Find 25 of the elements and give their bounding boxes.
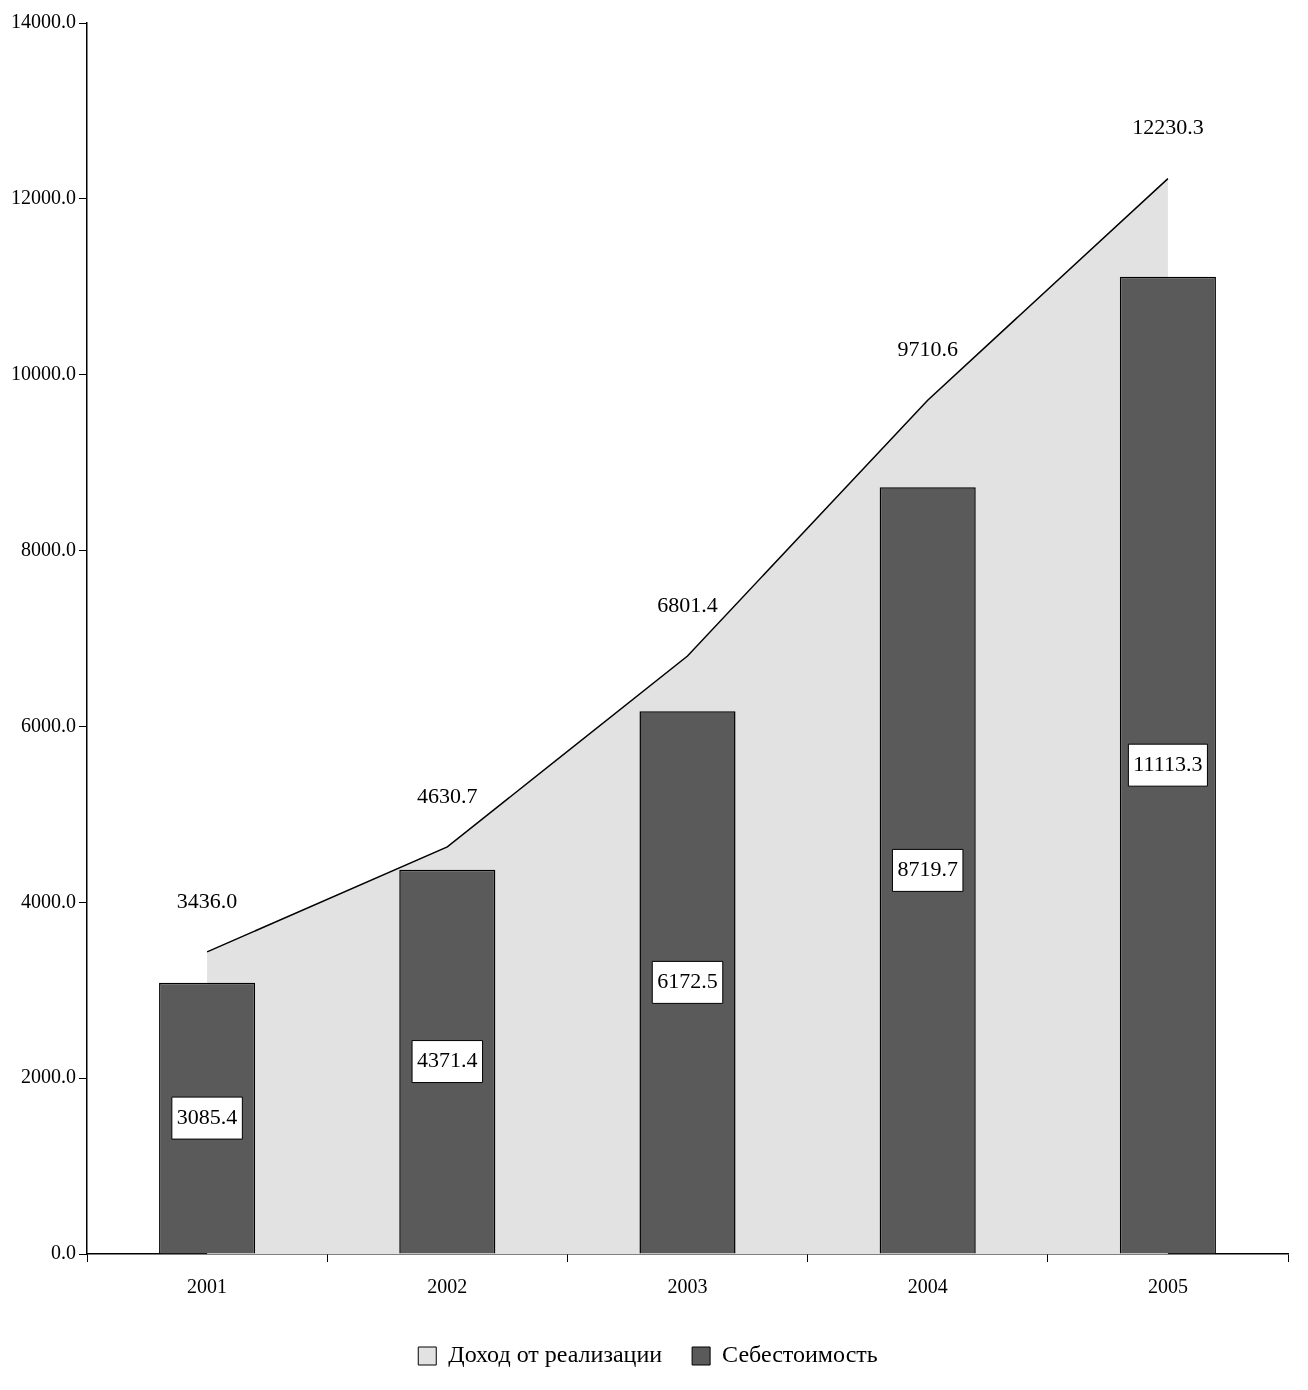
data-label: 4371.4 xyxy=(417,1047,478,1073)
data-label: 6801.4 xyxy=(657,591,718,617)
y-tick-label: 6000.0 xyxy=(21,713,76,736)
y-tick-label: 4000.0 xyxy=(21,889,76,912)
y-tick-label: 0.0 xyxy=(51,1241,76,1264)
data-label: 11113.3 xyxy=(1133,750,1203,776)
data-label: 3436.0 xyxy=(176,887,238,913)
data-label: 6172.5 xyxy=(657,968,718,994)
data-label: 3085.4 xyxy=(176,1103,238,1129)
data-label: 4630.7 xyxy=(417,782,478,808)
x-tick-label: 2001 xyxy=(187,1275,228,1298)
data-label: 9710.6 xyxy=(897,335,958,361)
y-tick-label: 10000.0 xyxy=(11,361,76,384)
x-tick-label: 2002 xyxy=(427,1275,468,1298)
x-tick-label: 2003 xyxy=(667,1275,708,1298)
x-tick-label: 2004 xyxy=(907,1275,948,1298)
y-tick-label: 12000.0 xyxy=(11,186,76,209)
data-label: 8719.7 xyxy=(897,856,958,882)
legend-label: Доход от реализации xyxy=(448,1341,663,1368)
y-tick-label: 2000.0 xyxy=(21,1065,76,1088)
x-tick-label: 2005 xyxy=(1147,1275,1188,1298)
y-tick-label: 8000.0 xyxy=(21,537,76,560)
legend-label: Себестоимость xyxy=(722,1341,878,1368)
y-tick-label: 14000.0 xyxy=(11,10,76,33)
data-label: 12230.3 xyxy=(1132,114,1204,140)
